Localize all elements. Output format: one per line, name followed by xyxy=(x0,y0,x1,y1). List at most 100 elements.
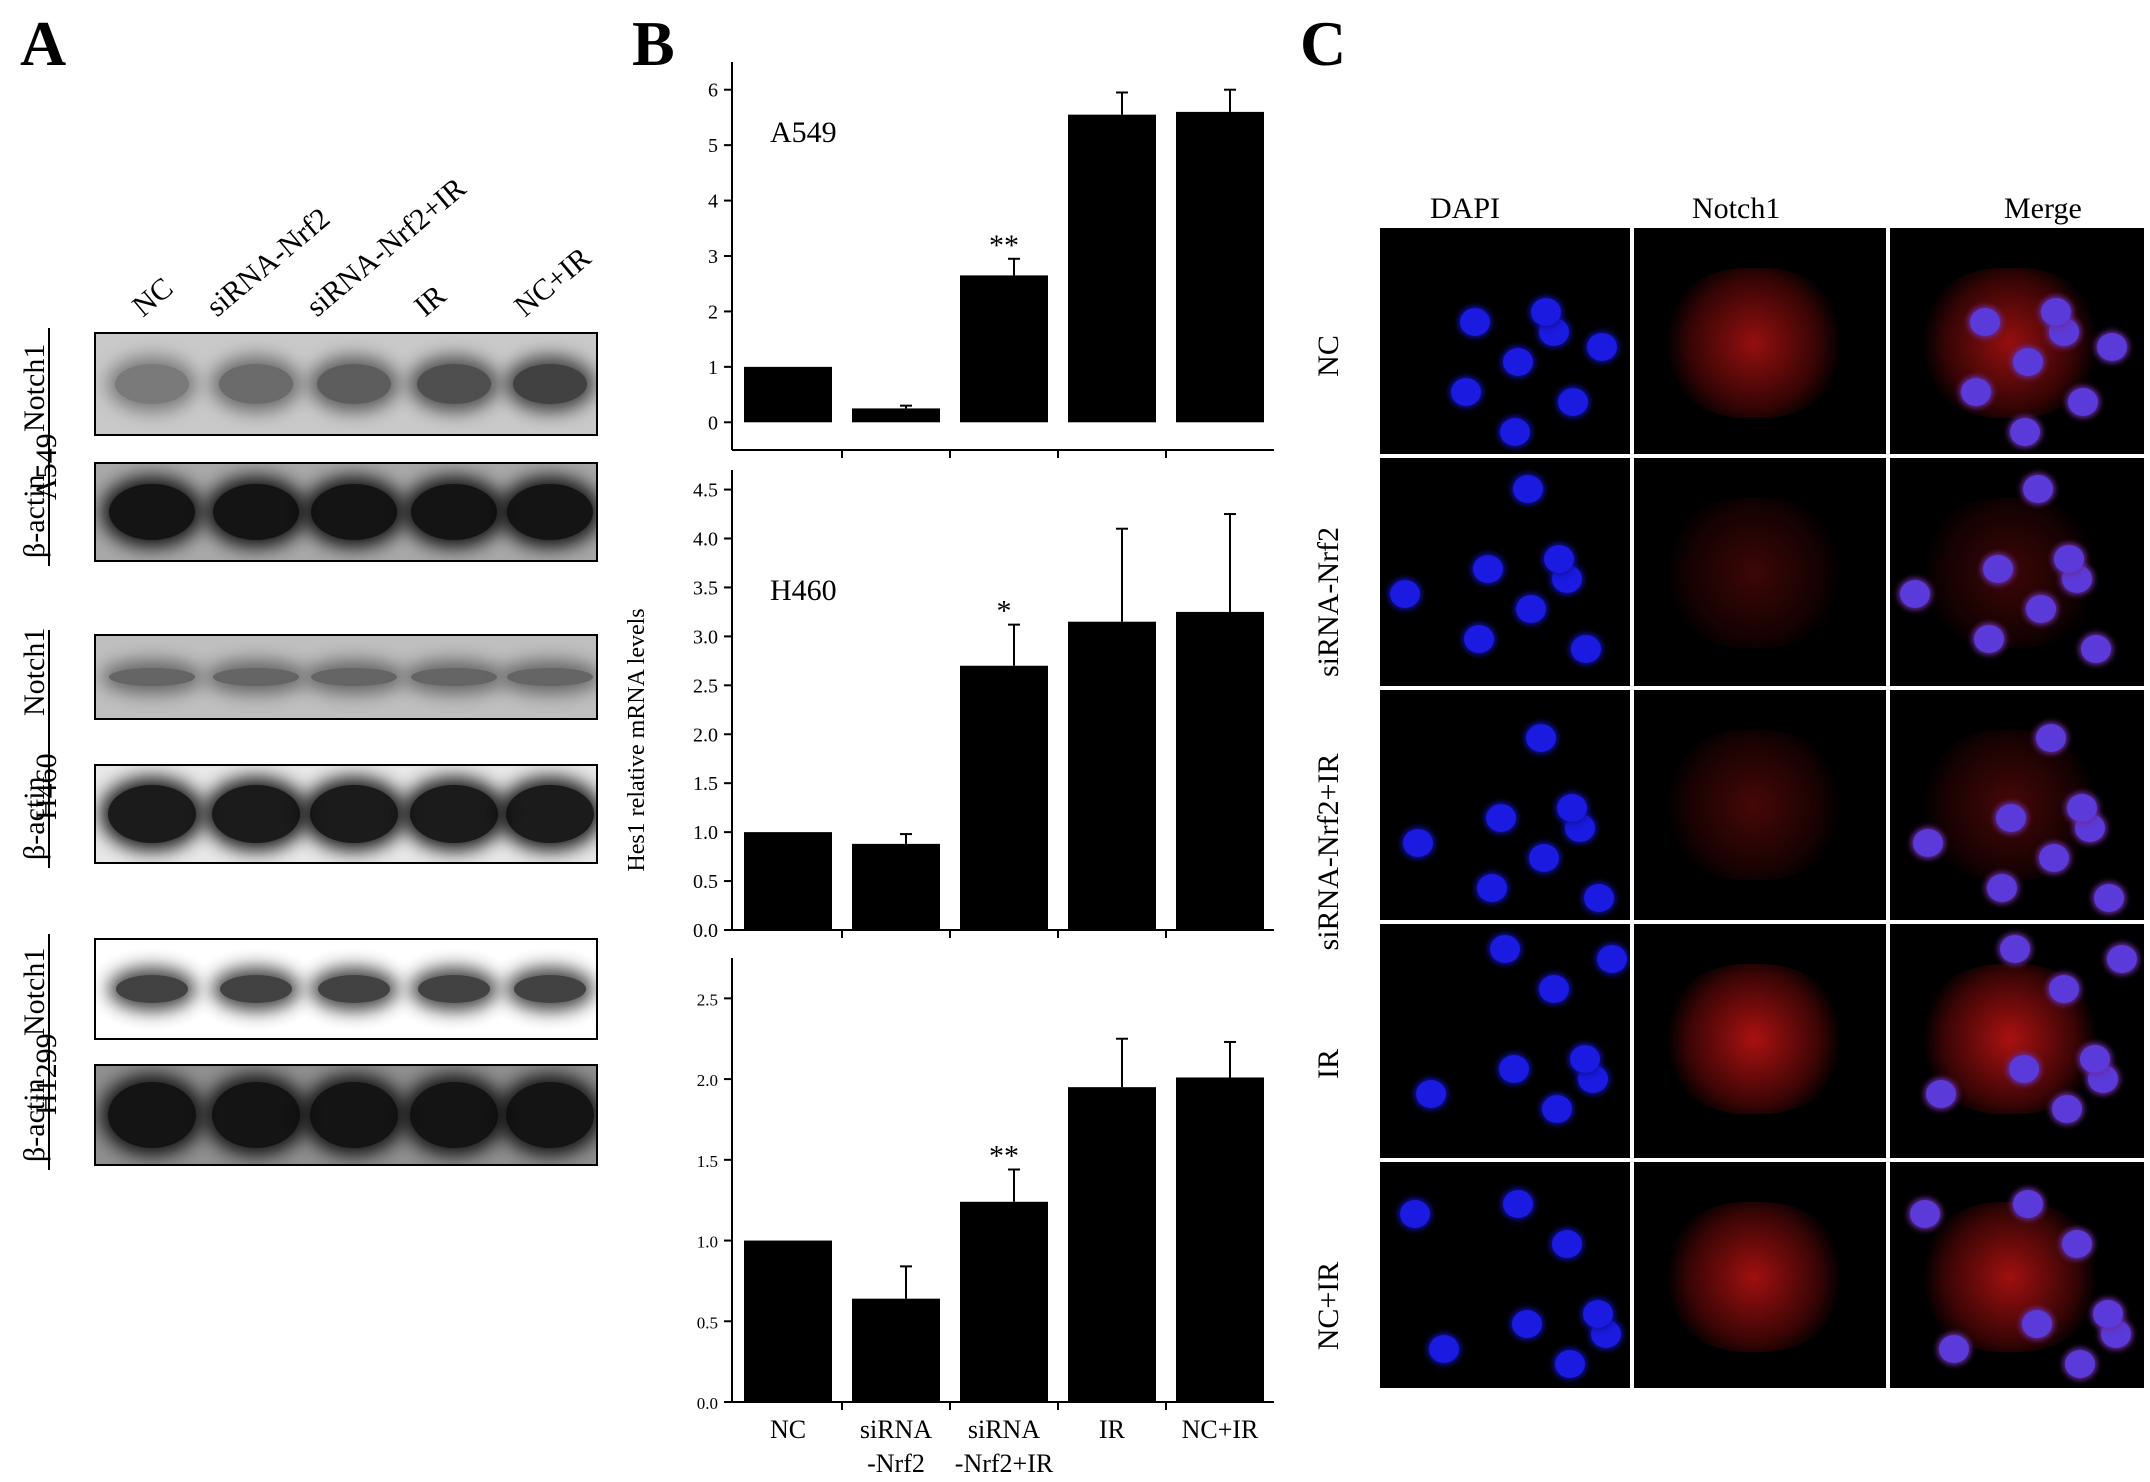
nucleus xyxy=(1939,1335,1969,1363)
nucleus xyxy=(1970,308,2000,336)
group-bracket-line xyxy=(48,630,50,868)
y-tick-label: 1.5 xyxy=(697,1152,718,1171)
y-tick-label: 4.0 xyxy=(693,529,718,551)
nucleus xyxy=(1416,1080,1446,1108)
blot-strip xyxy=(94,1064,598,1166)
microscopy-row-label: IR xyxy=(1312,1049,1345,1079)
y-tick-label: 3.5 xyxy=(693,577,718,599)
nucleus xyxy=(1531,298,1561,326)
nucleus xyxy=(1542,1095,1572,1123)
nucleus xyxy=(1539,975,1569,1003)
nucleus xyxy=(2068,388,2098,416)
significance-mark: * xyxy=(997,595,1012,628)
column-header-notch1: Notch1 xyxy=(1692,192,1781,225)
nucleus xyxy=(2039,844,2069,872)
cytoplasm-signal xyxy=(1664,498,1844,648)
nucleus xyxy=(2049,975,2079,1003)
blot-band xyxy=(410,785,498,843)
blot-strip xyxy=(94,764,598,864)
blot-band xyxy=(418,975,490,1003)
microscopy-tile xyxy=(1634,228,1886,454)
column-header-merge: Merge xyxy=(2004,192,2082,225)
nucleus xyxy=(2080,1045,2110,1073)
blot-band xyxy=(310,785,398,843)
nucleus xyxy=(2081,635,2111,663)
blot-band xyxy=(317,364,391,404)
chart-annotation: A549 xyxy=(770,116,837,149)
nucleus xyxy=(1473,555,1503,583)
nucleus xyxy=(2026,595,2056,623)
blot-strip xyxy=(94,462,598,562)
bar xyxy=(744,366,832,423)
nucleus xyxy=(1513,475,1543,503)
bar xyxy=(960,1201,1048,1402)
cytoplasm-signal xyxy=(1664,730,1844,880)
nucleus xyxy=(2013,348,2043,376)
microscopy-tile xyxy=(1634,458,1886,686)
nucleus xyxy=(2009,1055,2039,1083)
y-tick-label: 5 xyxy=(708,135,718,157)
x-tick-label: -Nrf2 xyxy=(867,1449,925,1478)
bar xyxy=(744,1240,832,1402)
nucleus xyxy=(1403,829,1433,857)
blot-band xyxy=(109,484,195,540)
blot-band xyxy=(506,785,594,843)
nucleus xyxy=(2065,1350,2095,1378)
nucleus xyxy=(1583,1300,1613,1328)
blot-band xyxy=(411,484,497,540)
lane-label: NC xyxy=(126,271,180,324)
y-tick-label: 6 xyxy=(708,80,718,102)
nucleus xyxy=(1400,1200,1430,1228)
y-tick-label: 0.5 xyxy=(697,1313,718,1332)
y-tick-label: 0.5 xyxy=(693,871,718,893)
microscopy-row-label: siRNA-Nrf2+IR xyxy=(1312,753,1345,951)
nucleus xyxy=(2107,945,2137,973)
nucleus xyxy=(1464,625,1494,653)
nucleus xyxy=(1544,545,1574,573)
blot-band xyxy=(311,484,397,540)
nucleus xyxy=(1526,724,1556,752)
blot-strip xyxy=(94,938,598,1040)
group-bracket-line xyxy=(48,934,50,1170)
y-tick-label: 2 xyxy=(708,301,718,323)
nucleus xyxy=(1516,595,1546,623)
nucleus xyxy=(1486,804,1516,832)
microscopy-tile xyxy=(1634,1162,1886,1388)
nucleus xyxy=(1571,635,1601,663)
nucleus xyxy=(2067,794,2097,822)
cytoplasm-signal xyxy=(1920,1202,2100,1352)
chart-annotation: H460 xyxy=(770,574,837,607)
y-tick-label: 1.0 xyxy=(697,1233,718,1252)
bar xyxy=(852,1298,940,1402)
nucleus xyxy=(2054,545,2084,573)
nucleus xyxy=(2036,724,2066,752)
protein-label: Notch1 xyxy=(18,343,51,432)
group-bracket-line xyxy=(48,328,50,566)
blot-band xyxy=(212,1082,300,1148)
nucleus xyxy=(1390,580,1420,608)
nucleus xyxy=(1910,1200,1940,1228)
protein-label: Notch1 xyxy=(18,627,51,716)
nucleus xyxy=(1477,874,1507,902)
y-tick-label: 0.0 xyxy=(697,1394,718,1413)
y-tick-label: 0.0 xyxy=(693,920,718,942)
nucleus xyxy=(1926,1080,1956,1108)
y-axis-label: Hes1 relative mRNA levels xyxy=(624,608,650,871)
nucleus xyxy=(2094,884,2124,912)
y-tick-label: 3.0 xyxy=(693,626,718,648)
nucleus xyxy=(1900,580,1930,608)
nucleus xyxy=(1587,333,1617,361)
panel-c-letter: C xyxy=(1300,8,1347,79)
protein-label: Notch1 xyxy=(18,947,51,1036)
nucleus xyxy=(2013,1190,2043,1218)
microscopy-tile xyxy=(1380,924,1630,1158)
blot-band xyxy=(514,975,586,1003)
blot-band xyxy=(310,1082,398,1148)
nucleus xyxy=(1429,1335,1459,1363)
bar xyxy=(960,665,1048,930)
nucleus xyxy=(1974,625,2004,653)
blot-band xyxy=(213,484,299,540)
y-tick-label: 4.5 xyxy=(693,480,718,502)
blot-band xyxy=(318,975,390,1003)
y-tick-label: 3 xyxy=(708,246,718,268)
